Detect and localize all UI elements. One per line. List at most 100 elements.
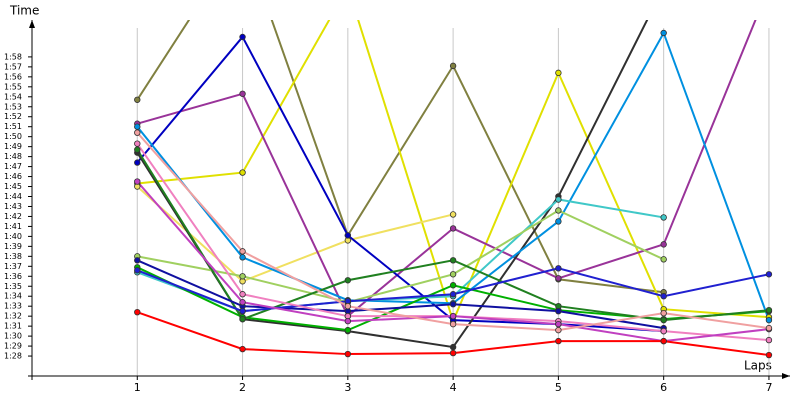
- y-tick-label: 1:52: [4, 112, 22, 121]
- data-point: [449, 349, 457, 357]
- data-point: [660, 327, 667, 335]
- data-point: [449, 343, 457, 351]
- series-line: [136, 259, 664, 330]
- data-point: [660, 256, 667, 263]
- data-point: [660, 309, 667, 317]
- y-tick-label: 1:33: [4, 302, 22, 311]
- data-point: [449, 291, 457, 298]
- x-tick-label: 1: [134, 381, 141, 394]
- data-point: [239, 254, 246, 261]
- y-tick-label: 1:38: [4, 252, 22, 261]
- data-point: [134, 308, 141, 316]
- data-point: [344, 302, 352, 310]
- data-point: [239, 169, 246, 176]
- data-point: [449, 211, 457, 218]
- data-point: [344, 350, 352, 358]
- data-point: [239, 345, 246, 353]
- y-tick-label: 1:55: [4, 82, 22, 91]
- data-point: [239, 299, 246, 306]
- data-point: [344, 232, 352, 239]
- data-point: [555, 207, 562, 214]
- x-tick-label: 4: [450, 381, 457, 394]
- data-point: [555, 307, 562, 315]
- data-point: [134, 178, 141, 185]
- data-point: [239, 248, 246, 255]
- plot-area: [134, 20, 773, 359]
- data-point: [134, 159, 141, 166]
- data-point: [134, 129, 141, 136]
- data-point: [449, 225, 457, 232]
- y-tick-label: 1:43: [4, 202, 22, 211]
- y-tick-label: 1:56: [4, 72, 22, 81]
- data-point: [555, 265, 562, 272]
- y-tick-label: 1:53: [4, 102, 22, 111]
- y-tick-label: 1:58: [4, 52, 22, 61]
- data-point: [344, 317, 352, 325]
- y-tick-label: 1:30: [4, 332, 22, 341]
- data-point: [660, 214, 667, 221]
- data-point: [660, 241, 667, 248]
- y-tick-label: 1:28: [4, 352, 22, 361]
- y-tick-label: 1:50: [4, 132, 22, 141]
- y-tick-label: 1:37: [4, 262, 22, 271]
- y-tick-label: 1:49: [4, 142, 22, 151]
- data-point: [555, 320, 562, 328]
- y-tick-label: 1:29: [4, 342, 22, 351]
- y-tick-label: 1:51: [4, 122, 22, 131]
- x-tick-label: 3: [344, 381, 351, 394]
- data-point: [660, 293, 667, 300]
- data-point: [660, 316, 667, 324]
- y-tick-label: 1:46: [4, 172, 22, 181]
- x-axis-label: Laps: [744, 359, 772, 373]
- y-tick-label: 1:54: [4, 92, 22, 101]
- data-point: [239, 33, 246, 41]
- data-point: [765, 324, 773, 332]
- data-point: [239, 315, 246, 323]
- data-point: [344, 326, 352, 334]
- data-point: [134, 96, 141, 103]
- x-tick-label: 6: [660, 381, 667, 394]
- data-point: [555, 275, 562, 282]
- data-point: [660, 29, 667, 37]
- data-point: [765, 351, 773, 359]
- data-point: [344, 277, 352, 284]
- y-tick-label: 1:48: [4, 152, 22, 161]
- data-point: [239, 273, 246, 280]
- y-tick-label: 1:44: [4, 192, 22, 201]
- data-point: [239, 90, 246, 97]
- data-point: [555, 218, 562, 225]
- data-point: [134, 267, 141, 274]
- x-tick-label: 5: [555, 381, 562, 394]
- x-tick-label: 2: [239, 381, 246, 394]
- data-point: [449, 62, 457, 70]
- data-point: [765, 306, 773, 314]
- data-point: [555, 326, 562, 334]
- data-point: [449, 282, 457, 289]
- x-tick-label: 7: [765, 381, 772, 394]
- y-tick-label: 1:40: [4, 232, 22, 241]
- data-point: [765, 271, 773, 278]
- data-point: [555, 196, 562, 203]
- y-tick-label: 1:39: [4, 242, 22, 251]
- y-tick-label: 1:45: [4, 182, 22, 191]
- data-point: [449, 312, 457, 320]
- y-tick-label: 1:47: [4, 162, 22, 171]
- data-point: [134, 257, 141, 264]
- data-point: [449, 271, 457, 278]
- data-point: [134, 123, 141, 130]
- y-axis-label: Time: [9, 4, 39, 18]
- x-axis-arrow: [782, 373, 790, 379]
- y-tick-label: 1:41: [4, 222, 22, 231]
- y-tick-label: 1:31: [4, 322, 22, 331]
- data-point: [239, 291, 246, 298]
- data-point: [449, 257, 457, 264]
- data-point: [765, 316, 773, 324]
- series-line: [136, 35, 664, 333]
- series-line: [137, 209, 665, 304]
- data-point: [765, 336, 773, 344]
- data-point: [555, 69, 562, 77]
- data-point: [555, 337, 562, 345]
- y-tick-label: 1:32: [4, 312, 22, 321]
